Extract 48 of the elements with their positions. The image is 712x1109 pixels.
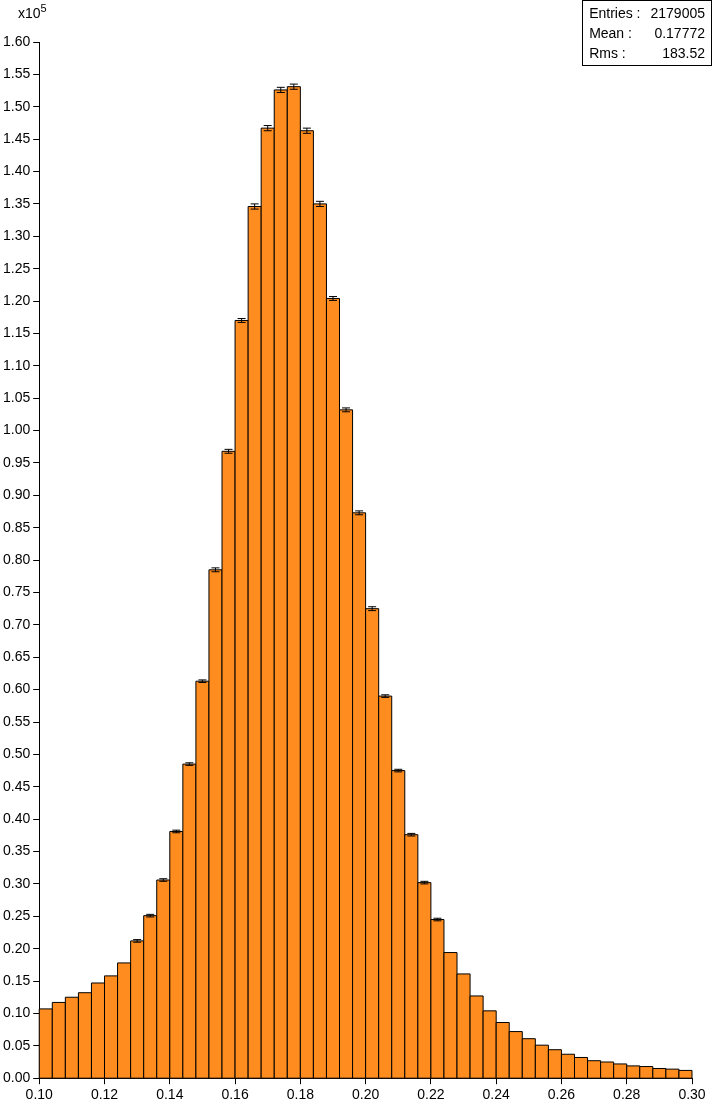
text: Mean : 0.17772	[589, 25, 705, 41]
y-tick-label: 0.35	[3, 842, 31, 859]
y-tick-label: 0.80	[3, 550, 31, 567]
y-tick-label: 0.70	[3, 615, 31, 632]
y-tick-label: 1.50	[3, 97, 31, 114]
y-tick-label: 1.20	[3, 291, 31, 308]
text: Entries : 2179005	[589, 4, 705, 23]
y-tick-label: 0.10	[3, 1004, 31, 1021]
y-tick-label: 1.40	[3, 162, 31, 179]
x-tick-label: 0.18	[286, 1086, 315, 1103]
y-tick-label: 0.60	[3, 680, 31, 697]
y-axis-title: x10$^{5}$	[18, 2, 47, 21]
x-tick-label: 0.20	[352, 1086, 380, 1103]
y-tick-label: 1.00	[3, 421, 31, 438]
y-tick-label: 0.85	[3, 518, 31, 535]
y-tick-label: 1.10	[3, 356, 31, 373]
x-tick-label: 0.26	[547, 1086, 576, 1103]
y-tick-label: 1.05	[3, 389, 31, 406]
y-tick-label: 0.40	[3, 810, 31, 827]
x-tick-label: 0.10	[25, 1086, 54, 1103]
y-tick-label: 0.00	[3, 1069, 31, 1086]
y-tick-label: 0.50	[3, 745, 31, 762]
y-tick-label: 0.45	[3, 777, 31, 794]
y-tick-label: 1.30	[3, 227, 31, 244]
y-tick-label: 1.25	[3, 259, 31, 276]
y-tick-label: 1.15	[3, 324, 31, 341]
x-tick-label: 0.22	[417, 1086, 445, 1103]
x-tick-label: 0.30	[678, 1086, 706, 1103]
y-tick-label: 0.95	[3, 453, 31, 470]
x-tick-label: 0.28	[613, 1086, 641, 1103]
y-tick-label: 1.60	[3, 32, 31, 49]
y-tick-label: 1.55	[3, 65, 31, 82]
y-tick-label: 0.75	[3, 583, 31, 600]
y-tick-label: 0.30	[3, 874, 31, 891]
x-tick-label: 0.16	[221, 1086, 249, 1103]
x-tick-label: 0.24	[482, 1086, 511, 1103]
y-tick-label: 1.45	[3, 130, 31, 146]
y-tick-label: 0.90	[3, 486, 31, 503]
y-tick-label: 0.25	[3, 907, 31, 924]
x-tick-label: 0.14	[156, 1086, 184, 1103]
y-tick-label: 0.05	[3, 1036, 31, 1053]
y-tick-label: 0.15	[3, 971, 31, 988]
y-tick-label: 0.20	[3, 939, 31, 956]
x-tick-label: 0.12	[90, 1086, 119, 1103]
y-tick-label: 0.65	[3, 648, 31, 665]
text: Rms : 183.52	[589, 45, 705, 61]
y-tick-label: 1.35	[3, 194, 31, 211]
y-tick-label: 0.55	[3, 712, 31, 729]
